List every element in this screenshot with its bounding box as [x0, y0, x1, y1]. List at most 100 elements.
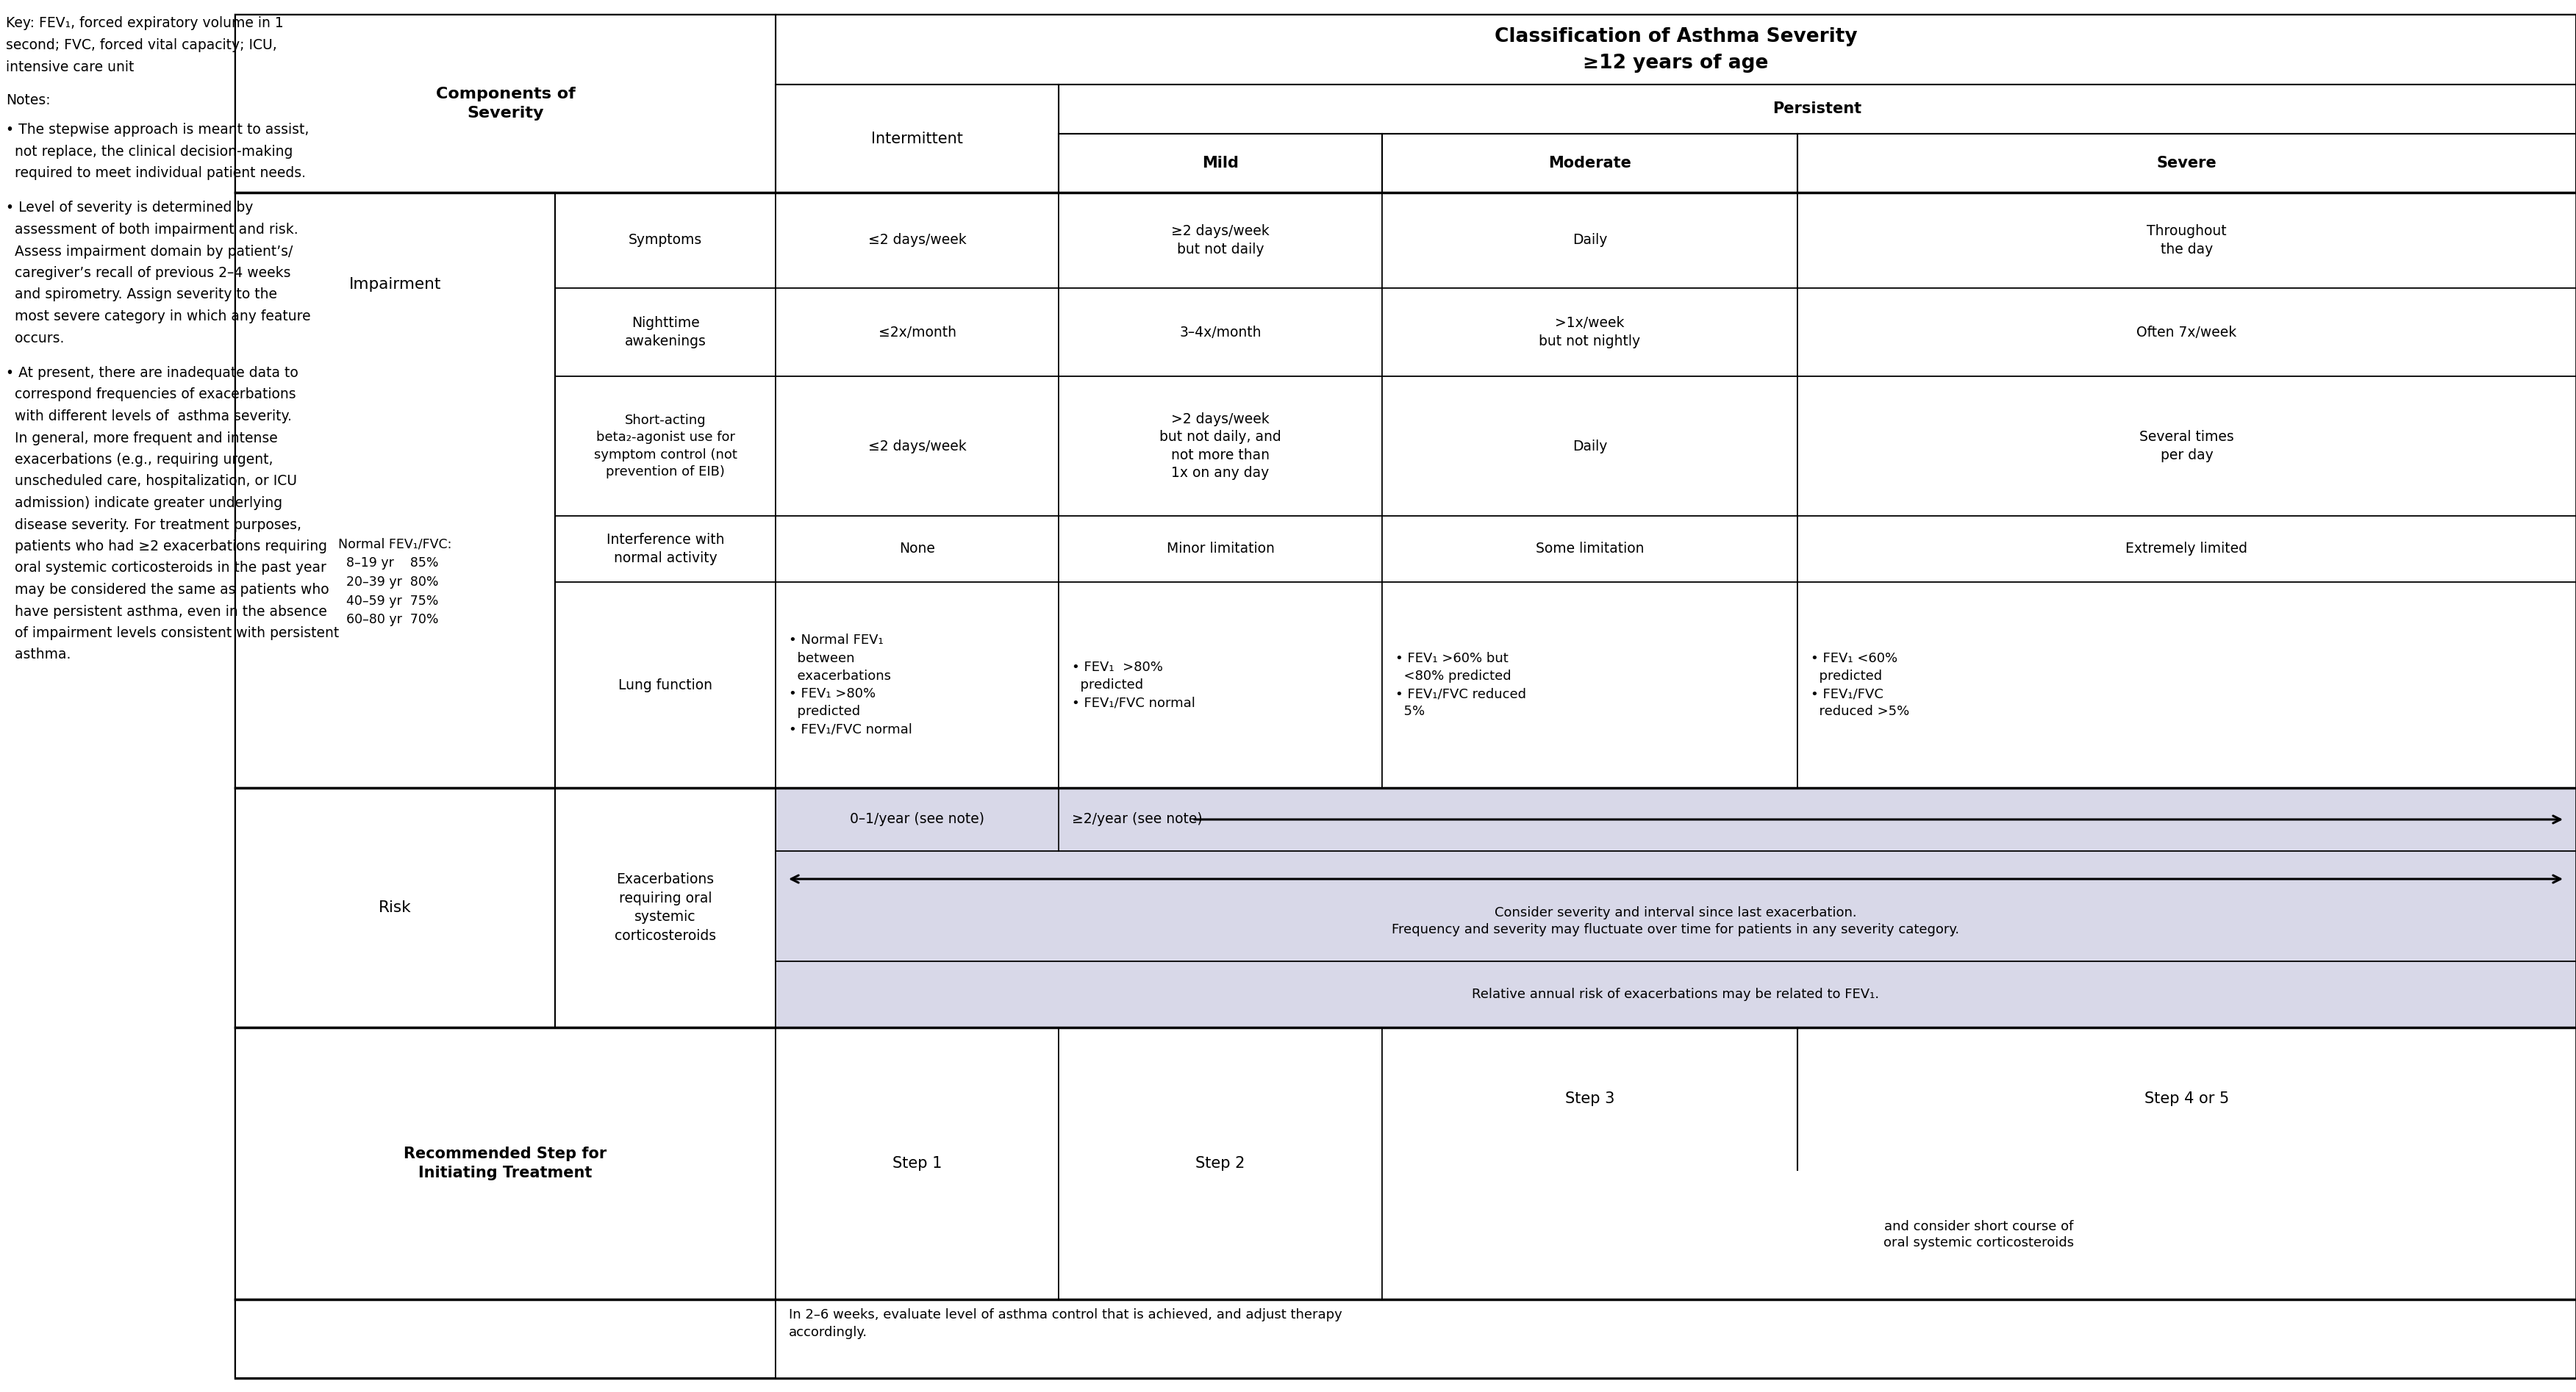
Bar — [1059, 85, 2576, 134]
Text: Exacerbations
requiring oral
systemic
corticosteroids: Exacerbations requiring oral systemic co… — [616, 873, 716, 942]
Bar — [775, 376, 1059, 516]
Text: 3–4x/month: 3–4x/month — [1180, 326, 1262, 340]
Bar — [1059, 192, 1383, 288]
Bar — [1059, 1027, 1383, 1299]
Bar — [775, 962, 2576, 1027]
Text: most severe category in which any feature: most severe category in which any featur… — [5, 309, 312, 323]
Text: Often 7x/week: Often 7x/week — [2136, 326, 2236, 340]
Text: Intermittent: Intermittent — [871, 131, 963, 146]
Text: intensive care unit: intensive care unit — [5, 60, 134, 74]
Bar — [1798, 134, 2576, 192]
Bar — [234, 788, 554, 1027]
Text: of impairment levels consistent with persistent: of impairment levels consistent with per… — [5, 626, 340, 640]
Bar — [775, 15, 2576, 85]
Text: Classification of Asthma Severity
≥12 years of age: Classification of Asthma Severity ≥12 ye… — [1494, 26, 1857, 72]
Text: and spirometry. Assign severity to the: and spirometry. Assign severity to the — [5, 288, 278, 302]
Bar — [1059, 288, 1383, 376]
Bar — [234, 1299, 775, 1378]
Text: oral systemic corticosteroids in the past year: oral systemic corticosteroids in the pas… — [5, 561, 327, 575]
Bar — [554, 376, 775, 516]
Text: Lung function: Lung function — [618, 678, 714, 692]
Bar — [775, 851, 2576, 962]
Bar — [1383, 376, 1798, 516]
Text: Persistent: Persistent — [1772, 102, 1862, 117]
Text: Step 1: Step 1 — [891, 1157, 943, 1171]
Bar — [775, 788, 2576, 851]
Bar — [1059, 516, 1383, 582]
Bar — [775, 582, 1059, 788]
Bar — [775, 85, 1059, 192]
Bar — [1383, 134, 1798, 192]
Text: Moderate: Moderate — [1548, 156, 1631, 170]
Text: not replace, the clinical decision-making: not replace, the clinical decision-makin… — [5, 145, 294, 159]
Text: have persistent asthma, even in the absence: have persistent asthma, even in the abse… — [5, 604, 327, 618]
Text: • Normal FEV₁
  between
  exacerbations
• FEV₁ >80%
  predicted
• FEV₁/FVC norma: • Normal FEV₁ between exacerbations • FE… — [788, 633, 912, 736]
Bar — [554, 516, 775, 582]
Text: Step 4 or 5: Step 4 or 5 — [2143, 1091, 2228, 1107]
Text: >2 days/week
but not daily, and
not more than
1x on any day: >2 days/week but not daily, and not more… — [1159, 412, 1280, 480]
Text: asthma.: asthma. — [5, 647, 72, 661]
Text: Relative annual risk of exacerbations may be related to FEV₁.: Relative annual risk of exacerbations ma… — [1471, 988, 1880, 1001]
Text: assessment of both impairment and risk.: assessment of both impairment and risk. — [5, 223, 299, 237]
Bar — [1059, 376, 1383, 516]
Bar — [234, 1027, 775, 1299]
Text: Minor limitation: Minor limitation — [1167, 541, 1275, 555]
Text: Short-acting
beta₂-agonist use for
symptom control (not
prevention of EIB): Short-acting beta₂-agonist use for sympt… — [592, 413, 737, 479]
Text: • The stepwise approach is meant to assist,: • The stepwise approach is meant to assi… — [5, 122, 309, 136]
Bar — [554, 788, 775, 1027]
Bar — [775, 1299, 2576, 1378]
Text: Risk: Risk — [379, 901, 412, 915]
Text: Some limitation: Some limitation — [1535, 541, 1643, 555]
Text: admission) indicate greater underlying: admission) indicate greater underlying — [5, 496, 283, 509]
Text: unscheduled care, hospitalization, or ICU: unscheduled care, hospitalization, or IC… — [5, 475, 296, 489]
Text: Symptoms: Symptoms — [629, 234, 703, 248]
Text: Step 2: Step 2 — [1195, 1157, 1244, 1171]
Bar — [1383, 288, 1798, 376]
Bar — [1383, 516, 1798, 582]
Text: ≤2 days/week: ≤2 days/week — [868, 234, 966, 248]
Text: and consider short course of
oral systemic corticosteroids: and consider short course of oral system… — [1883, 1219, 2074, 1250]
Text: ≤2x/month: ≤2x/month — [878, 326, 956, 340]
Bar — [775, 192, 1059, 288]
Bar — [234, 192, 554, 788]
Text: Nighttime
awakenings: Nighttime awakenings — [623, 316, 706, 348]
Text: Severe: Severe — [2156, 156, 2218, 170]
Text: Key: FEV₁, forced expiratory volume in 1: Key: FEV₁, forced expiratory volume in 1 — [5, 17, 283, 31]
Text: second; FVC, forced vital capacity; ICU,: second; FVC, forced vital capacity; ICU, — [5, 38, 278, 52]
Text: with different levels of  asthma severity.: with different levels of asthma severity… — [5, 409, 291, 423]
Text: Components of
Severity: Components of Severity — [435, 86, 574, 120]
Bar — [775, 288, 1059, 376]
Text: None: None — [899, 541, 935, 555]
Text: ≤2 days/week: ≤2 days/week — [868, 438, 966, 454]
Text: Daily: Daily — [1571, 438, 1607, 454]
Text: ≥2 days/week
but not daily: ≥2 days/week but not daily — [1172, 224, 1270, 256]
Text: Assess impairment domain by patient’s/: Assess impairment domain by patient’s/ — [5, 245, 294, 259]
Text: • At present, there are inadequate data to: • At present, there are inadequate data … — [5, 366, 299, 380]
Text: 0–1/year (see note): 0–1/year (see note) — [850, 813, 984, 827]
Text: ≥2/year (see note): ≥2/year (see note) — [1072, 813, 1203, 827]
Bar — [1383, 582, 1798, 788]
Text: disease severity. For treatment purposes,: disease severity. For treatment purposes… — [5, 518, 301, 532]
Bar — [554, 288, 775, 376]
Text: Normal FEV₁/FVC:
  8–19 yr    85%
  20–39 yr  80%
  40–59 yr  75%
  60–80 yr  70: Normal FEV₁/FVC: 8–19 yr 85% 20–39 yr 80… — [337, 537, 451, 626]
Bar — [1383, 192, 1798, 288]
Text: Several times
per day: Several times per day — [2141, 430, 2233, 462]
Text: Extremely limited: Extremely limited — [2125, 541, 2249, 555]
Bar — [1798, 192, 2576, 288]
Text: In 2–6 weeks, evaluate level of asthma control that is achieved, and adjust ther: In 2–6 weeks, evaluate level of asthma c… — [788, 1308, 1342, 1339]
Bar — [775, 516, 1059, 582]
Text: • FEV₁ <60%
  predicted
• FEV₁/FVC
  reduced >5%: • FEV₁ <60% predicted • FEV₁/FVC reduced… — [1811, 651, 1909, 718]
Bar — [775, 1027, 1059, 1299]
Text: Consider severity and interval since last exacerbation.
Frequency and severity m: Consider severity and interval since las… — [1391, 906, 1960, 937]
Bar — [1059, 582, 1383, 788]
Bar — [1059, 134, 1383, 192]
Text: >1x/week
but not nightly: >1x/week but not nightly — [1538, 316, 1641, 348]
Bar — [1798, 376, 2576, 516]
Text: Daily: Daily — [1571, 234, 1607, 248]
Text: • Level of severity is determined by: • Level of severity is determined by — [5, 200, 252, 214]
Bar — [554, 582, 775, 788]
Bar — [234, 15, 775, 192]
Bar — [1798, 516, 2576, 582]
Text: occurs.: occurs. — [5, 331, 64, 345]
Text: • FEV₁  >80%
  predicted
• FEV₁/FVC normal: • FEV₁ >80% predicted • FEV₁/FVC normal — [1072, 660, 1195, 710]
